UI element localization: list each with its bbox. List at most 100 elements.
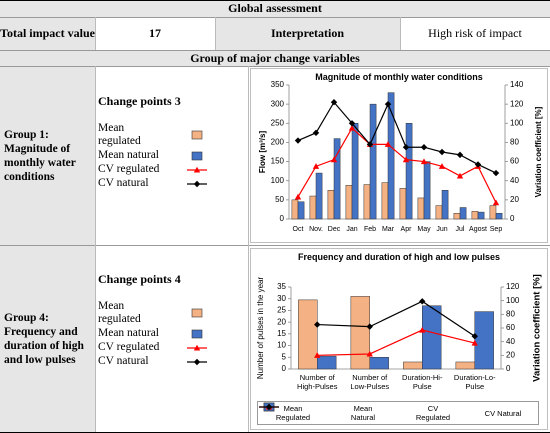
rule (95, 17, 96, 50)
legend-label: Mean Regulated (275, 404, 311, 422)
legend-icon (187, 358, 207, 365)
chart-title: Frequency and duration of high and low p… (297, 252, 500, 262)
marker (420, 158, 428, 165)
y-tick-label: 350 (271, 80, 285, 89)
legend-icon (259, 403, 279, 411)
x-tick-label: May (417, 226, 431, 233)
bar (345, 185, 353, 220)
x-tick-label: Number of High-Pulses (297, 373, 338, 391)
x-tick-label: Number of Low-Pulses (350, 373, 390, 391)
y2-tick-label: 60 (506, 323, 515, 332)
legend-label: Mean regulated (98, 122, 141, 147)
marker (294, 137, 302, 144)
impact-label: Total impact value (0, 17, 95, 50)
y-tick-label: 35 (277, 282, 286, 291)
bar (297, 201, 305, 220)
legend-icon (191, 329, 203, 338)
rule (0, 0, 550, 1)
y2-tick-label: 80 (506, 309, 515, 318)
marker (456, 172, 464, 179)
plot: 0 50 100 150 200 250 300 350 0 20 40 60 80 100 120 140 F… (258, 80, 543, 233)
y-tick-label: 5 (282, 352, 287, 361)
bar (474, 311, 494, 370)
marker (314, 321, 321, 328)
y2-tick-label: 120 (506, 282, 520, 291)
bar (327, 190, 335, 220)
chart: Frequency and duration of high and low p… (250, 248, 548, 430)
y2-axis-title: Variation coefficient [%] (532, 274, 543, 382)
legend-entry: Mean regulated (98, 122, 208, 148)
marker (419, 298, 426, 305)
rule (0, 66, 550, 67)
marker (265, 403, 273, 411)
legend-label: CV natural (98, 355, 149, 367)
legend-label: CV Regulated (415, 404, 451, 422)
legend-swatch (191, 130, 203, 140)
marker (492, 199, 500, 206)
marker (471, 333, 478, 340)
marker (420, 144, 428, 151)
y2-tick-label: 20 (510, 195, 519, 204)
bar (471, 211, 479, 220)
change-points: Change points 4 (98, 272, 181, 286)
marker (474, 161, 482, 168)
legend: Mean regulated Mean natural CV regulated CV… (98, 122, 208, 191)
bar (369, 357, 389, 370)
legend-label: Mean regulated (98, 300, 141, 325)
rule (0, 17, 550, 18)
marker (419, 326, 426, 333)
bar (315, 172, 323, 220)
y-tick-label: 250 (271, 118, 285, 127)
marker (366, 350, 373, 357)
bar (453, 213, 461, 220)
marker (193, 344, 201, 351)
x-tick-label: Agost (469, 226, 487, 233)
legend-icon (191, 130, 203, 140)
legend-entry: CV Regulated (259, 403, 453, 422)
bar (399, 188, 407, 220)
group-name: Group 4: Frequency and duration of high … (0, 245, 95, 433)
x-tick-label: Apr (401, 226, 413, 233)
marker (294, 193, 302, 200)
rule (0, 50, 550, 51)
bar (403, 361, 423, 370)
bar (441, 190, 449, 220)
legend-label: CV Natural (484, 408, 522, 418)
legend-icon (187, 166, 207, 173)
marker (384, 141, 392, 147)
y-tick-label: 50 (275, 195, 284, 204)
y-tick-label: 30 (277, 294, 286, 303)
y2-tick-label: 100 (510, 118, 524, 127)
y2-tick-label: 20 (506, 350, 515, 359)
bar (333, 138, 341, 220)
bar (423, 161, 431, 220)
marker (438, 163, 446, 169)
plot: 0 5 10 15 20 25 30 35 0 20 40 60 80 100 120 Number of p… (256, 274, 543, 382)
y-tick-label: 25 (277, 306, 286, 315)
y-tick-label: 150 (271, 157, 285, 166)
interpretation-label: Interpretation (215, 17, 400, 50)
legend-entry: CV natural (98, 177, 208, 190)
y-tick-label: 10 (277, 341, 286, 350)
marker (312, 163, 320, 169)
y2-tick-label: 60 (510, 157, 519, 166)
bar (350, 296, 370, 370)
bar (495, 213, 503, 220)
y2-tick-label: 120 (510, 99, 524, 108)
rule (215, 17, 216, 50)
line (317, 329, 475, 356)
chart-title: Magnitude of monthly water conditions (315, 72, 483, 82)
legend-label: CV regulated (98, 163, 160, 175)
legend-entry: CV regulated (98, 341, 208, 354)
legend-swatch (191, 308, 203, 318)
bar (369, 103, 377, 220)
marker (348, 124, 356, 131)
legend-swatch (191, 329, 203, 338)
x-tick-label: Sep (490, 226, 503, 233)
legend-icon (187, 344, 207, 351)
marker (193, 166, 201, 173)
line (297, 101, 497, 174)
y2-tick-label: 0 (506, 364, 511, 373)
x-tick-label: Mar (382, 226, 395, 233)
